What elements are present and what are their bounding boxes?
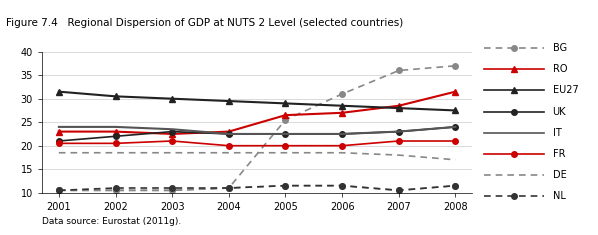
Text: UK: UK: [553, 107, 566, 117]
Text: Data source: Eurostat (2011g).: Data source: Eurostat (2011g).: [42, 217, 181, 226]
Text: BG: BG: [553, 43, 567, 53]
Text: DE: DE: [553, 170, 566, 180]
Text: NL: NL: [553, 191, 566, 201]
Text: Figure 7.4   Regional Dispersion of GDP at NUTS 2 Level (selected countries): Figure 7.4 Regional Dispersion of GDP at…: [6, 18, 403, 28]
Text: EU27: EU27: [553, 86, 578, 95]
Text: IT: IT: [553, 128, 562, 138]
Text: FR: FR: [553, 149, 565, 159]
Text: RO: RO: [553, 64, 567, 74]
